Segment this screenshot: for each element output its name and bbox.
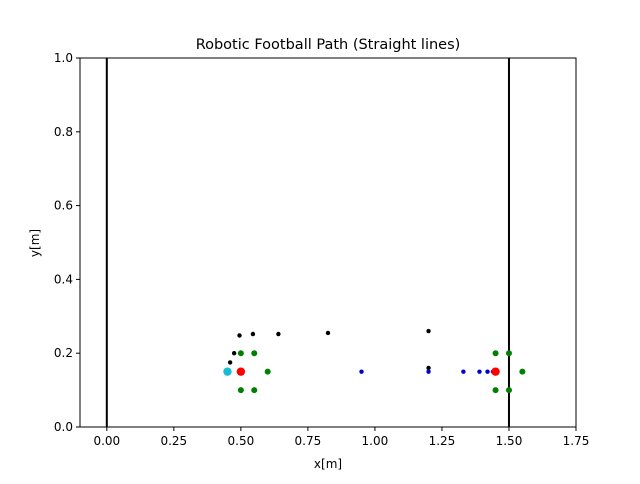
data-point-s0-2 [237, 333, 242, 338]
data-point-s1-1 [426, 369, 431, 374]
x-tick-label-2: 0.50 [228, 434, 255, 448]
y-tick-label-2: 0.4 [54, 272, 73, 286]
data-point-s0-1 [231, 351, 237, 356]
x-axis-label: x[m] [314, 457, 342, 471]
axes-frame [79, 57, 577, 428]
y-tick-label-5: 1.0 [54, 51, 73, 65]
y-tick-label-0: 0.0 [54, 420, 73, 434]
data-point-s2-9 [505, 387, 512, 394]
y-axis-label: y[m] [28, 229, 42, 257]
data-point-s2-0 [237, 350, 244, 357]
data-point-s2-5 [492, 350, 499, 357]
y-tick-label-3: 0.6 [54, 199, 73, 213]
data-point-s0-5 [325, 330, 331, 336]
x-tick-label-6: 1.50 [496, 434, 523, 448]
data-point-s2-8 [492, 387, 499, 394]
data-point-s0-7 [426, 365, 431, 371]
x-tick-label-4: 1.00 [362, 434, 389, 448]
data-point-s0-4 [276, 331, 281, 337]
x-tick-label-5: 1.25 [429, 434, 456, 448]
data-point-s1-3 [477, 369, 482, 374]
data-point-s1-2 [461, 369, 466, 374]
x-tick-label-3: 0.75 [295, 434, 322, 448]
data-point-s2-1 [251, 350, 258, 357]
data-point-s1-4 [485, 369, 490, 374]
data-point-s0-0 [227, 360, 233, 365]
data-point-s3-0 [223, 367, 232, 376]
data-point-s2-7 [519, 368, 526, 375]
plot-area: 0.00 0.25 0.50 0.75 1.00 1.25 1.50 1.75 0.0 0.2 0.… [54, 51, 589, 448]
y-tick-label-1: 0.2 [54, 346, 73, 360]
data-point-s1-0 [359, 369, 364, 374]
data-point-s0-6 [426, 328, 431, 334]
data-point-s2-4 [251, 387, 258, 394]
data-point-s4-0 [236, 367, 246, 376]
data-point-s2-3 [237, 387, 244, 394]
data-point-s2-2 [264, 368, 271, 375]
x-tick-label-7: 1.75 [563, 434, 590, 448]
data-point-s2-6 [505, 350, 512, 357]
chart-title: Robotic Football Path (Straight lines) [196, 37, 461, 53]
x-tick-label-1: 0.25 [160, 434, 187, 448]
data-point-s0-3 [250, 331, 256, 337]
x-tick-label-0: 0.00 [93, 434, 120, 448]
data-point-s4-1 [491, 367, 500, 376]
y-tick-label-4: 0.8 [54, 125, 73, 139]
